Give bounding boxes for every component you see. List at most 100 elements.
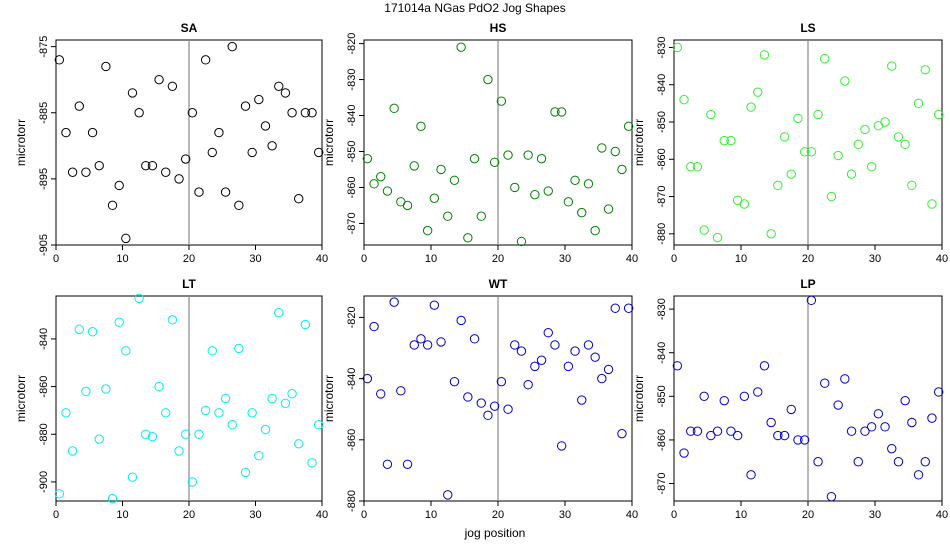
data-point (840, 76, 850, 86)
data-point (194, 187, 204, 197)
data-point (846, 169, 857, 179)
data-point (187, 477, 198, 487)
data-point (240, 467, 251, 478)
data-point (127, 88, 138, 98)
y-tick-label: -850 (656, 385, 668, 407)
x-tick-label: 20 (492, 509, 504, 521)
data-point (766, 417, 776, 428)
panel-title: LP (800, 277, 815, 291)
data-point (121, 233, 131, 244)
data-point (396, 386, 406, 396)
data-point (74, 324, 84, 335)
data-point (900, 139, 910, 150)
data-point (114, 180, 124, 191)
data-point (54, 489, 65, 499)
data-point (610, 146, 620, 157)
data-point (247, 408, 257, 418)
data-point (866, 162, 877, 172)
data-point (127, 472, 138, 482)
data-point (887, 443, 897, 454)
data-point (280, 88, 291, 98)
data-point (719, 135, 729, 146)
y-tick-label: -830 (656, 36, 668, 58)
data-point (846, 426, 857, 436)
data-point (362, 153, 373, 164)
data-point (623, 121, 634, 132)
x-tick-label: 20 (183, 253, 195, 265)
panel-title: WT (489, 277, 508, 291)
data-point (699, 225, 709, 235)
data-point (826, 491, 837, 502)
data-point (227, 41, 237, 52)
x-tick-label: 0 (671, 253, 677, 265)
data-point (161, 167, 171, 177)
data-point (422, 225, 433, 236)
data-point (87, 127, 98, 138)
x-tick-label: 20 (492, 253, 504, 265)
y-tick-label: -860 (346, 429, 358, 451)
data-point (833, 400, 843, 410)
data-point (167, 81, 178, 91)
data-point (476, 211, 486, 221)
data-point (422, 340, 433, 350)
x-tick-label: 30 (869, 253, 881, 265)
x-tick-label: 10 (116, 509, 128, 521)
data-point (476, 398, 486, 408)
x-tick-label: 40 (936, 509, 948, 521)
y-tick-label: -860 (656, 429, 668, 451)
data-point (389, 297, 399, 307)
data-point (456, 42, 466, 52)
data-point (134, 108, 144, 118)
data-point (712, 426, 723, 436)
data-point (307, 458, 317, 468)
data-point (483, 74, 493, 85)
data-point (87, 327, 98, 337)
data-point (101, 61, 111, 72)
data-point (510, 182, 520, 193)
data-point (699, 391, 709, 402)
data-point (267, 393, 277, 404)
data-point (107, 493, 118, 504)
data-point (274, 307, 284, 318)
data-point (530, 361, 540, 372)
data-point (786, 169, 796, 179)
data-point (200, 405, 211, 416)
x-tick-label: 30 (249, 509, 261, 521)
data-point (313, 147, 324, 158)
data-point (873, 409, 884, 419)
data-point (101, 384, 111, 394)
data-point (826, 191, 837, 202)
data-point (214, 127, 224, 138)
y-tick-label: -885 (38, 102, 50, 124)
data-point (543, 186, 553, 196)
data-point (94, 160, 104, 171)
panel-sa: SA 0 10 20 30 40 -905 -895 -885 -875 microtorr (14, 21, 328, 265)
data-point (61, 127, 71, 138)
x-tick-label: 20 (183, 509, 195, 521)
x-tick-label: 20 (802, 509, 814, 521)
data-point (556, 441, 567, 451)
data-point (536, 153, 547, 164)
y-axis-label: microtorr (632, 375, 646, 422)
y-tick-label: -840 (656, 342, 668, 364)
data-point (214, 408, 224, 418)
data-point (67, 446, 78, 456)
data-point (154, 74, 164, 85)
panel-title: HS (490, 21, 507, 35)
data-point (833, 150, 843, 161)
y-axis-label: microtorr (322, 375, 336, 422)
data-point (254, 94, 264, 105)
data-point (590, 352, 600, 362)
y-tick-label: -860 (38, 376, 50, 398)
data-point (840, 374, 850, 384)
data-point (443, 211, 453, 221)
data-point (227, 420, 237, 430)
y-tick-label: -860 (656, 148, 668, 170)
data-point (240, 101, 251, 111)
data-point (376, 171, 386, 182)
data-point (376, 389, 386, 399)
data-point (907, 180, 917, 191)
y-tick-label: -880 (346, 490, 358, 512)
data-point (860, 426, 870, 436)
data-point (369, 321, 379, 332)
